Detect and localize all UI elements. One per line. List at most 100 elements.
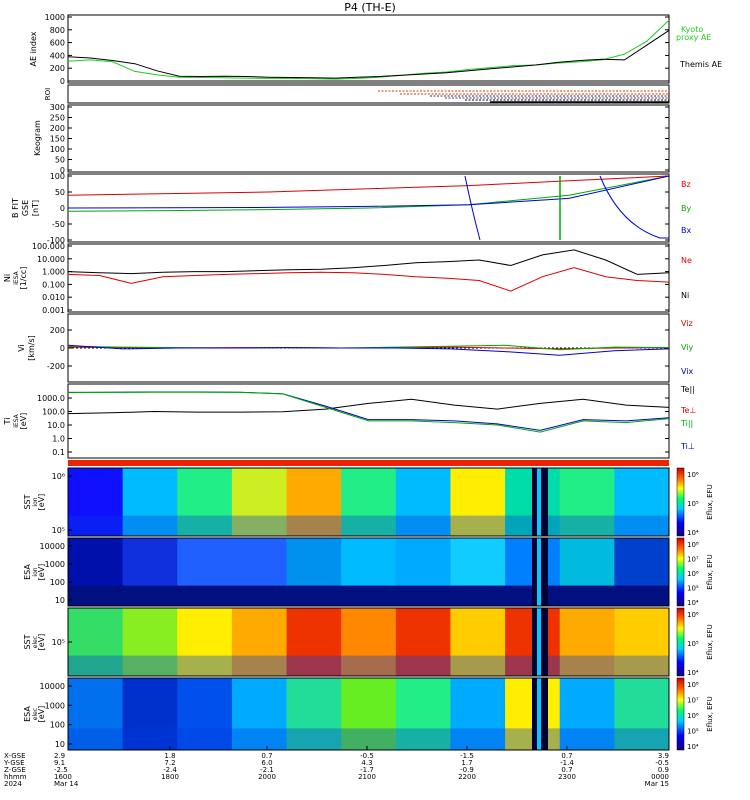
spectrogram-cell [450, 468, 506, 536]
spectrogram-ytick-label: 10⁵ [52, 638, 65, 647]
spectrogram-cell [614, 678, 670, 750]
vi-ylabel-1: Vi [17, 344, 26, 352]
x-tick-label: 2000 [258, 773, 276, 781]
bfit-by-line [67, 175, 670, 212]
spectrogram-cell [395, 608, 451, 676]
x-tick-label: -1.5 [460, 752, 474, 760]
spectrogram-cell [450, 678, 506, 750]
spectrogram-cell [177, 608, 233, 676]
colorbar-tick-label: 10⁸ [687, 541, 699, 549]
bfit-bx-return [599, 175, 669, 239]
ae-legend-kyoto-2: proxy AE [676, 33, 711, 42]
spectrogram-cell [122, 608, 178, 676]
ti-ylabel-1: Ti [3, 418, 12, 426]
vi-ytick-tick-label: -200 [47, 362, 65, 371]
spectrogram-cell [559, 468, 615, 536]
bfit-bx-line [67, 175, 670, 209]
spectrogram-panel-1: SST ion[eV] 10⁵ 10⁶ 10⁴ 10⁵ 10⁶ Eflux, EFU [23, 467, 714, 537]
roi-panel: ROI [44, 84, 670, 104]
colorbar-tick-label: 10⁷ [687, 556, 699, 564]
ti-legend-item: Ti⊥ [680, 442, 695, 451]
ti-legend: Te|| Te⊥ Ti|| Ti⊥ [680, 385, 696, 451]
spectrogram-gap-center [537, 538, 541, 606]
spectrogram-ylabel-small: ion [32, 567, 39, 576]
keogram-ytick-tick-label: 200 [50, 124, 65, 133]
colorbar-tick-label: 10⁵ [687, 728, 699, 736]
spectrogram-panel-4: ESA elec[eV] 10 100 1000 10000 10⁴ 10⁵ 10⁶ 10⁷ 10⁸… [23, 677, 714, 751]
vi-series [67, 344, 670, 356]
quality-bar [68, 460, 669, 466]
bfit-ylabel-3: [nT] [31, 200, 40, 216]
x-tick-label: 0.7 [261, 752, 272, 760]
ti-ylabel-small: iESA [13, 413, 20, 427]
bfit-legend-item: By [681, 204, 691, 213]
ni-legend: Ne Ni [681, 256, 692, 300]
figure-title: P4 (TH-E) [344, 1, 396, 14]
spectrogram-cell [122, 678, 178, 750]
spectrogram-cell [341, 678, 397, 750]
spectrogram-ytick-label: 100 [50, 578, 65, 587]
spectrogram-panel-3: SST elec[eV] 10⁵ 10⁴ 10⁵ 10⁶ Eflux, EFU [23, 607, 714, 677]
ti-ytick-tick-label: 1.0 [52, 435, 65, 444]
spectrogram-cell [450, 608, 506, 676]
ni-legend-item: Ne [681, 256, 692, 265]
spectrogram-ylabel-2: [eV] [37, 634, 46, 651]
x-tick-label: 6.0 [261, 759, 272, 767]
keogram-ytick-tick-label: 0 [60, 166, 65, 175]
ti-ytick-tick-label: 1000.0 [37, 394, 65, 403]
colorbar-tick-label: 10⁷ [687, 697, 699, 705]
spectrogram-ytick-label: 1000 [45, 701, 65, 710]
spectrogram-cell [341, 608, 397, 676]
vi-legend-item: Viz [681, 319, 693, 328]
x-tick-label: 1.7 [461, 759, 472, 767]
spectrogram-frame [67, 467, 670, 537]
colorbar-label: Eflux, EFU [706, 624, 714, 659]
vi-ylabel-2: [km/s] [27, 335, 36, 361]
colorbar-tick-label: 10⁶ [687, 570, 699, 578]
ni-ytick-tick-label: 10.000 [37, 255, 65, 264]
keogram-ylabel: Keogram [33, 120, 42, 156]
spectrogram-cell [614, 608, 670, 676]
colorbar [676, 607, 685, 677]
spectrogram-gap-center [537, 468, 541, 536]
spectrogram-ylabel-2: [eV] [37, 706, 46, 723]
spectrogram-cell [286, 608, 342, 676]
ti-ylabel-2: [eV] [19, 413, 28, 430]
ae-frame [67, 14, 670, 84]
spectrogram-ylabel-small: elec [32, 708, 39, 720]
ti-ytick-tick-label: 100.0 [42, 408, 65, 417]
spectrogram-cell [68, 678, 124, 750]
vi-ytick-tick-label: 0 [60, 344, 65, 353]
bfit-bz-line [67, 175, 670, 196]
colorbar-tick-label: 10⁵ [687, 500, 699, 508]
spectrogram-ytick-label: 10⁵ [52, 526, 65, 535]
spectrogram-cell [286, 678, 342, 750]
x-tick-label: 7.2 [164, 759, 175, 767]
x-tick-label: 0.7 [561, 766, 572, 774]
spectrogram-ylabel-2: [eV] [37, 564, 46, 581]
spectrogram-cell [395, 468, 451, 536]
colorbar [676, 537, 685, 607]
ni-ytick-tick-label: 0.010 [42, 293, 65, 302]
ni-ytick-tick-label: 1.000 [42, 268, 65, 277]
vi-vix-line [67, 344, 670, 356]
x-row-label: X-GSE [4, 752, 26, 760]
x-tick-label: -0.5 [360, 752, 374, 760]
x-tick-label: 1600 [54, 773, 72, 781]
bfit-panel: B FIT GSE [nT] -100 -50 0 50 100 Bz By Bx [11, 172, 691, 245]
ti-ytick-tick-label: 0.1 [52, 448, 65, 457]
x-tick-label: 0.9 [658, 766, 669, 774]
x-row-label: hhmm [4, 773, 27, 781]
x-row-label: Z-GSE [4, 766, 26, 774]
spectrogram-cell [395, 678, 451, 750]
ae-ytick-tick-label: 800 [50, 26, 65, 35]
spectrogram-panel-2: ESA ion[eV] 10 100 1000 10000 10⁴ 10⁵ 10⁶ 10⁷ 10⁸ E… [23, 537, 714, 607]
spectrogram-cell [122, 468, 178, 536]
ti-ytick-tick-label: 10.0 [47, 421, 65, 430]
ti-legend-item: Te|| [680, 385, 695, 394]
spectrogram-ytick-label: 100 [50, 721, 65, 730]
colorbar-tick-label: 10⁴ [687, 529, 699, 537]
x-tick-label: 2.9 [54, 752, 65, 760]
ae-ytick-tick-label: 600 [50, 39, 65, 48]
